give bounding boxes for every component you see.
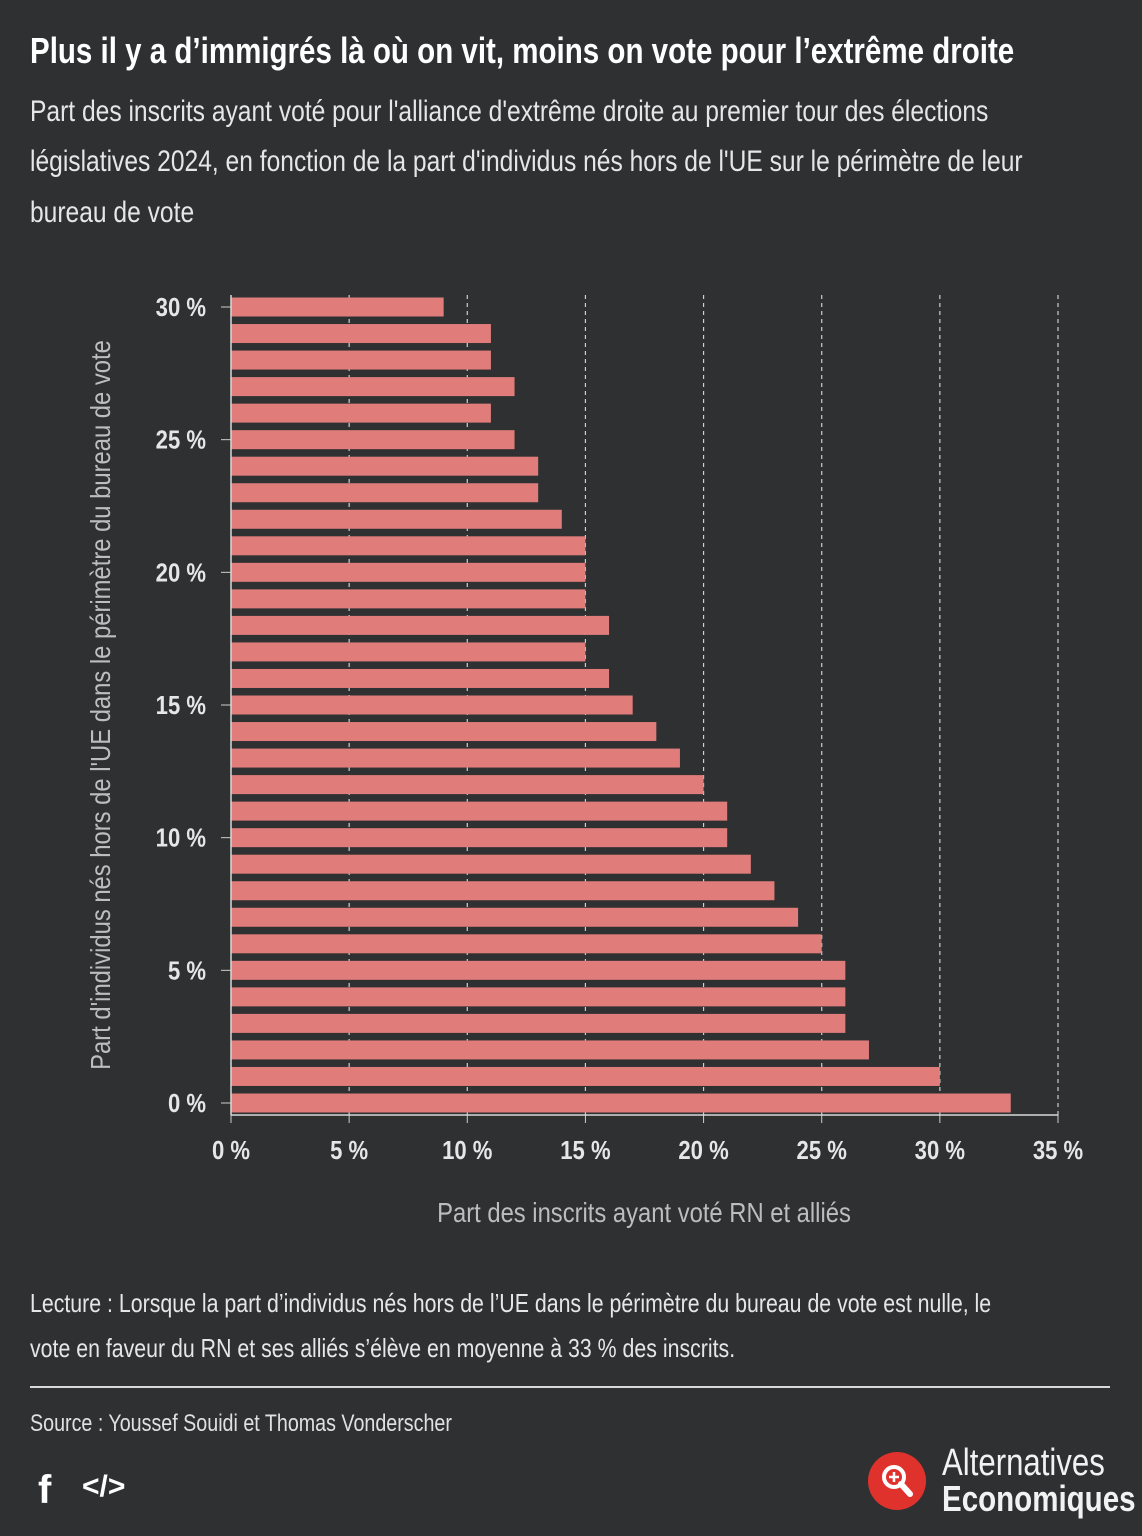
x-tick-label: 5 % <box>330 1136 368 1165</box>
bar <box>231 775 704 795</box>
bar <box>231 642 586 662</box>
bar <box>231 1066 940 1086</box>
lecture-line: Lecture : Lorsque la part d’individus né… <box>30 1288 992 1318</box>
bar <box>231 297 444 317</box>
y-tick-label: 30 % <box>156 293 206 322</box>
y-tick-label: 0 % <box>168 1089 206 1118</box>
x-tick-label: 10 % <box>442 1136 492 1165</box>
bar <box>231 828 728 848</box>
bar <box>231 722 657 742</box>
embed-code-icon[interactable]: </> <box>82 1470 126 1503</box>
y-tick-label: 10 % <box>156 824 206 853</box>
bar <box>231 881 775 901</box>
bar <box>231 1013 846 1033</box>
bar <box>231 1040 869 1060</box>
bar <box>231 536 586 556</box>
bar <box>231 695 633 715</box>
divider <box>30 1386 1110 1388</box>
x-tick-label: 0 % <box>212 1136 250 1165</box>
bar <box>231 509 562 529</box>
x-tick-label: 30 % <box>915 1136 965 1165</box>
bar <box>231 377 515 397</box>
y-tick-label: 25 % <box>156 426 206 455</box>
x-tick-label: 20 % <box>678 1136 728 1165</box>
bar-chart: 0 % 5 % 10 % 15 % 20 % 25 % 30 % 35 % 0 % 5 % 10 %… <box>84 293 1083 1228</box>
bar <box>231 430 515 450</box>
bar <box>231 483 539 503</box>
x-axis-title: Part des inscrits ayant voté RN et allié… <box>437 1196 851 1228</box>
bar <box>231 403 491 423</box>
bar <box>231 934 822 954</box>
source-text: Source : Youssef Souidi et Thomas Vonder… <box>30 1410 452 1437</box>
bar <box>231 324 491 344</box>
x-tick-label: 25 % <box>797 1136 847 1165</box>
bar <box>231 668 610 688</box>
bar <box>231 748 680 768</box>
subtitle-line: législatives 2024, en fonction de la par… <box>30 145 1023 178</box>
logo-magnifier-icon <box>868 1452 926 1510</box>
y-tick-label: 5 % <box>168 957 206 986</box>
bar <box>231 1093 1011 1113</box>
bar <box>231 350 491 370</box>
x-tick-label: 15 % <box>560 1136 610 1165</box>
subtitle-line: bureau de vote <box>30 196 195 229</box>
bar <box>231 562 586 582</box>
logo-text-line1: Alternatives <box>942 1442 1105 1484</box>
subtitle-line: Part des inscrits ayant voté pour l'alli… <box>30 95 989 128</box>
x-tick-label: 35 % <box>1033 1136 1083 1165</box>
facebook-icon[interactable]: f <box>38 1468 52 1512</box>
chart-title: Plus il y a d’immigrés là où on vit, moi… <box>30 30 1015 71</box>
bar <box>231 589 586 609</box>
y-axis-title: Part d'individus nés hors de l'UE dans l… <box>84 340 116 1070</box>
lecture-line: vote en faveur du RN et ses alliés s’élè… <box>30 1333 736 1363</box>
bar <box>231 615 610 635</box>
y-tick-label: 20 % <box>156 559 206 588</box>
y-tick-label: 15 % <box>156 691 206 720</box>
bar <box>231 987 846 1007</box>
bar <box>231 801 728 821</box>
bar <box>231 907 799 927</box>
bar <box>231 854 751 874</box>
bar <box>231 456 539 476</box>
logo-text-line2: Economiques <box>942 1478 1136 1519</box>
bar <box>231 960 846 980</box>
